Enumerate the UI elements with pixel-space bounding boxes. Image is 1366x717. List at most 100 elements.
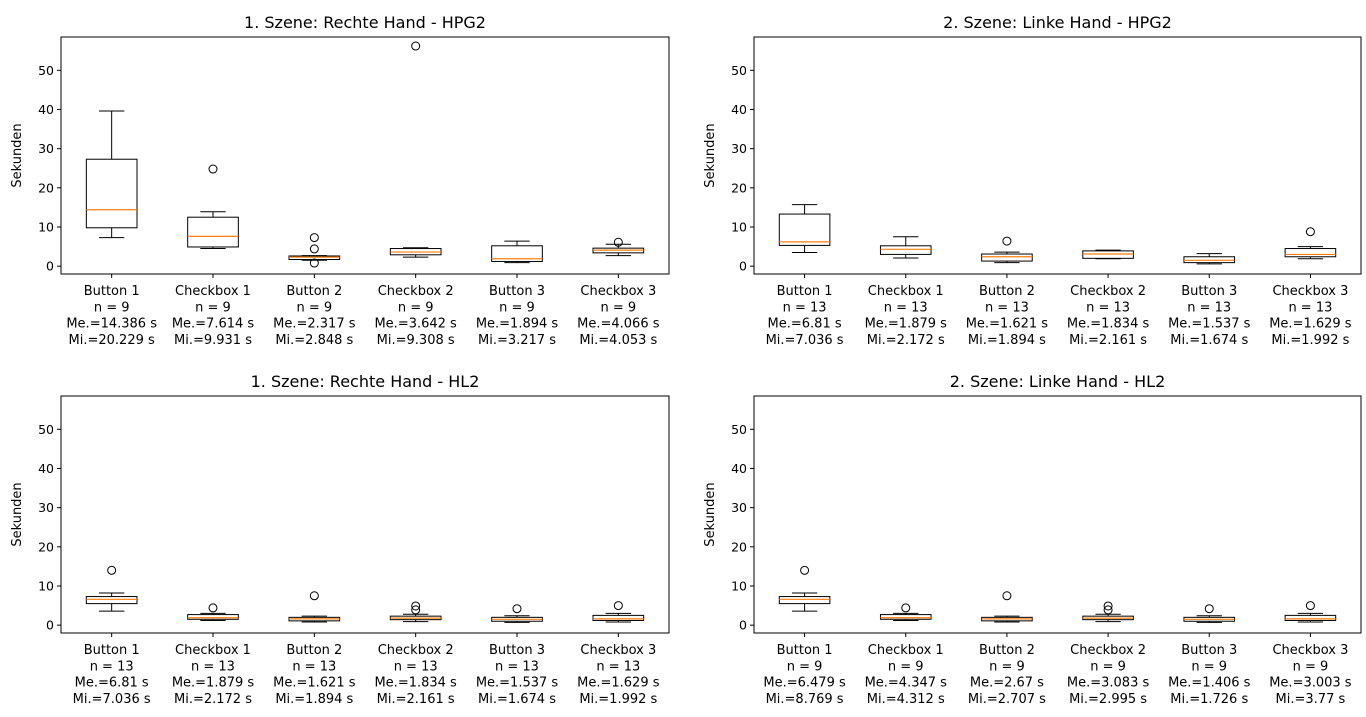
box-plot-3: Button 2n = 13 Me.=1.621 sMi.=1.894 s (966, 236, 1049, 348)
sample-size-label: n = 9 (195, 300, 231, 315)
category-label: Checkbox 1 (868, 643, 944, 658)
y-tick-label: 40 (731, 102, 747, 117)
chart-panel-4: 2. Szene: Linke Hand - HL2 Sekunden 0 10 20 3… (703, 372, 1362, 707)
median-label: Mi.=9.931 s (174, 333, 252, 348)
median-label: Mi.=7.036 s (766, 333, 844, 348)
outlier-point (613, 237, 623, 247)
outlier-point (901, 603, 911, 613)
sample-size-label: n = 9 (1293, 659, 1329, 674)
mean-label: Me.=1.621 s (966, 317, 1049, 332)
sample-size-label: n = 9 (1191, 659, 1227, 674)
box-plot-4: Checkbox 2n = 9 Me.=3.083 sMi.=2.995 s (1067, 601, 1150, 707)
outlier-point (1305, 601, 1315, 611)
outlier-point (512, 604, 522, 614)
category-label: Checkbox 3 (1272, 284, 1348, 299)
mean-label: Me.=1.894 s (476, 317, 559, 332)
sample-size-label: n = 13 (783, 300, 827, 315)
box-plot-3: Button 2n = 9 Me.=2.67 sMi.=2.707 s (968, 591, 1046, 707)
median-label: Mi.=8.769 s (766, 692, 844, 707)
axes-frame (60, 395, 670, 634)
outlier-point (1103, 605, 1113, 615)
y-axis-label: Sekunden (703, 123, 718, 187)
box-plot-4: Checkbox 2n = 13 Me.=1.834 sMi.=2.161 s (1067, 249, 1149, 348)
outlier-point (309, 591, 319, 601)
mean-label: Me.=3.083 s (1067, 676, 1150, 691)
category-label: Checkbox 1 (868, 284, 944, 299)
sample-size-label: n = 13 (1086, 300, 1130, 315)
category-label: Button 3 (1181, 643, 1237, 658)
median-label: Mi.=3.217 s (478, 333, 556, 348)
y-tick-label: 20 (731, 180, 747, 195)
box-body (981, 253, 1033, 262)
y-tick-label: 10 (38, 219, 54, 234)
box-body (592, 614, 645, 621)
median-label: Mi.=2.161 s (377, 692, 455, 707)
chart-panel-1: 1. Szene: Rechte Hand - HPG2 Sekunden 0 10 2… (10, 13, 670, 348)
axes-frame (753, 395, 1362, 634)
sample-size-label: n = 9 (989, 659, 1025, 674)
box-body (187, 614, 239, 620)
sample-size-label: n = 13 (884, 300, 928, 315)
category-label: Button 2 (979, 643, 1035, 658)
y-tick-label: 30 (731, 500, 747, 515)
median-label: Mi.=2.172 s (174, 692, 252, 707)
box-plot-1: Button 1n = 9 Me.=6.479 sMi.=8.769 s (763, 565, 846, 707)
chart-title: 2. Szene: Linke Hand - HPG2 (943, 13, 1172, 32)
mean-label: Me.=7.614 s (172, 317, 255, 332)
outlier-point (1002, 236, 1012, 246)
median-label: Mi.=1.674 s (478, 692, 556, 707)
sample-size-label: n = 9 (94, 300, 130, 315)
outlier-point (107, 565, 117, 575)
median-label: Mi.=4.053 s (579, 333, 657, 348)
category-label: Checkbox 2 (378, 643, 454, 658)
box-body (879, 614, 932, 620)
box-plot-2: Checkbox 1n = 9 Me.=7.614 sMi.=9.931 s (172, 164, 255, 348)
median-label: Mi.=9.308 s (377, 333, 455, 348)
category-label: Button 2 (979, 284, 1035, 299)
mean-label: Me.=1.834 s (374, 676, 457, 691)
sample-size-label: n = 9 (787, 659, 823, 674)
box-body (491, 245, 543, 262)
category-label: Checkbox 2 (1070, 284, 1146, 299)
chart-title: 1. Szene: Rechte Hand - HL2 (251, 372, 480, 391)
box-body (778, 213, 831, 246)
mean-label: Me.=1.879 s (172, 676, 255, 691)
box-plot-6: Checkbox 3n = 9 Me.=3.003 sMi.=3.77 s (1269, 601, 1352, 707)
category-label: Checkbox 3 (1272, 643, 1348, 658)
box-body (879, 245, 932, 255)
y-tick-label: 30 (38, 500, 54, 515)
mean-label: Me.=1.537 s (1168, 317, 1251, 332)
median-label: Mi.=2.995 s (1069, 692, 1147, 707)
box-plot-2: Checkbox 1n = 13 Me.=1.879 sMi.=2.172 s (172, 603, 255, 707)
outlier-point (208, 164, 218, 174)
outlier-point (309, 258, 319, 268)
box-plot-4: Checkbox 2n = 13 Me.=1.834 sMi.=2.161 s (374, 601, 457, 707)
box-plot-5: Button 3n = 9 Me.=1.406 sMi.=1.726 s (1168, 604, 1251, 707)
chart-title: 2. Szene: Linke Hand - HL2 (950, 372, 1166, 391)
median-label: Mi.=1.894 s (968, 333, 1046, 348)
category-label: Checkbox 1 (175, 284, 251, 299)
category-label: Button 1 (777, 643, 833, 658)
outlier-point (1305, 227, 1315, 237)
box-plot-4: Checkbox 2n = 9 Me.=3.642 sMi.=9.308 s (374, 41, 457, 348)
outlier-point (411, 605, 421, 615)
chart-panel-2: 2. Szene: Linke Hand - HPG2 Sekunden 0 10 20… (703, 13, 1362, 348)
chart-panel-3: 1. Szene: Rechte Hand - HL2 Sekunden 0 10 20… (10, 372, 670, 707)
mean-label: Me.=4.347 s (865, 676, 948, 691)
category-label: Button 1 (84, 643, 140, 658)
median-label: Mi.=1.726 s (1170, 692, 1248, 707)
outlier-point (411, 41, 421, 51)
sample-size-label: n = 9 (296, 300, 332, 315)
y-tick-label: 20 (38, 180, 54, 195)
box-plot-5: Button 3n = 9 Me.=1.894 sMi.=3.217 s (476, 240, 559, 348)
box-body (85, 158, 138, 229)
outlier-point (411, 601, 421, 611)
mean-label: Me.=1.406 s (1168, 676, 1251, 691)
mean-label: Me.=1.879 s (865, 317, 948, 332)
sample-size-label: n = 13 (1288, 300, 1332, 315)
y-tick-label: 10 (731, 578, 747, 593)
sample-size-label: n = 13 (90, 659, 134, 674)
mean-label: Me.=1.621 s (273, 676, 356, 691)
category-label: Button 2 (286, 643, 342, 658)
